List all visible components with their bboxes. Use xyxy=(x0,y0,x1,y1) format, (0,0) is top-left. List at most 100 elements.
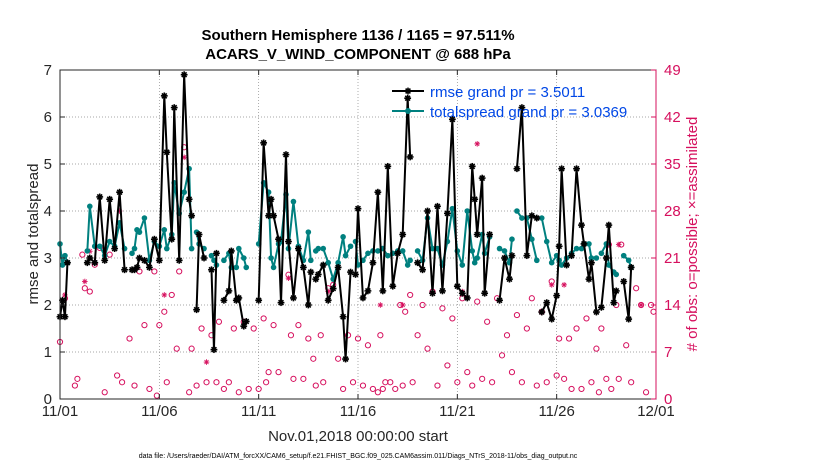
spread-point xyxy=(270,264,277,271)
rmse-point xyxy=(299,264,307,271)
obs-possible-marker xyxy=(235,389,242,396)
rmse-point xyxy=(496,296,503,304)
obs-possible-marker xyxy=(444,362,451,369)
rmse-point xyxy=(354,205,362,213)
rmse-point xyxy=(213,249,220,257)
obs-possible-marker xyxy=(419,301,426,309)
rmse-point xyxy=(175,256,183,264)
rmse-point-stroke xyxy=(486,231,493,238)
rmse-point xyxy=(101,256,109,264)
rmse-point-stroke xyxy=(163,149,170,156)
rmse-point-stroke xyxy=(598,304,605,311)
spread-point xyxy=(365,250,371,257)
spread-point xyxy=(221,257,227,264)
rmse-point-stroke xyxy=(481,290,488,297)
obs-possible-marker xyxy=(126,335,133,342)
obs-possible-marker xyxy=(225,379,232,386)
obs-possible-marker xyxy=(186,389,193,396)
rmse-point-stroke xyxy=(347,269,354,276)
rmse-point-stroke xyxy=(620,278,627,285)
rmse-point-stroke xyxy=(307,269,314,276)
data-file-footer: data file: /Users/raeder/DAI/ATM_forcXX/… xyxy=(139,453,578,460)
obs-assimilated-marker-stroke xyxy=(82,279,88,284)
rmse-point-stroke xyxy=(141,257,148,264)
spread-point xyxy=(429,245,436,252)
y-tick-label-right: 21 xyxy=(664,250,681,267)
rmse-point xyxy=(111,245,119,252)
rmse-point xyxy=(453,282,461,290)
obs-possible-marker xyxy=(173,345,180,352)
rmse-point-stroke xyxy=(553,292,560,299)
obs-possible-marker xyxy=(598,325,605,332)
rmse-point-stroke xyxy=(603,255,610,261)
obs-possible-marker xyxy=(270,322,277,329)
y-tick-label-right: 49 xyxy=(664,62,681,79)
obs-possible-marker xyxy=(193,382,200,389)
rmse-point xyxy=(625,315,633,323)
rmse-point-stroke xyxy=(518,104,525,111)
rmse-point-stroke xyxy=(84,259,91,266)
y-tick-label-left: 0 xyxy=(44,391,52,408)
y-tick-label-right: 14 xyxy=(664,297,681,314)
x-tick-label: 11/16 xyxy=(340,403,376,420)
rmse-point-stroke xyxy=(275,236,282,243)
rmse-point-stroke xyxy=(513,165,520,172)
obs-possible-marker xyxy=(260,315,267,322)
rmse-point-stroke xyxy=(471,196,478,203)
rmse-line-segment xyxy=(132,73,193,271)
spread-point xyxy=(243,264,250,271)
spread-point xyxy=(62,252,68,259)
rmse-point-stroke xyxy=(176,257,183,264)
rmse-point xyxy=(612,287,620,295)
obs-assimilated-marker xyxy=(82,278,88,285)
spread-point xyxy=(625,257,632,264)
rmse-point-stroke xyxy=(295,245,302,252)
rmse-point-stroke xyxy=(407,153,414,160)
rmse-point xyxy=(610,299,618,307)
obs-possible-marker xyxy=(402,308,409,315)
rmse-point-stroke xyxy=(290,294,297,301)
rmse-point-stroke xyxy=(270,212,277,219)
rmse-point-stroke xyxy=(578,222,585,229)
spread-point xyxy=(548,259,555,266)
rmse-point-stroke xyxy=(588,259,595,266)
spread-point xyxy=(385,252,391,259)
rmse-point xyxy=(553,292,561,299)
rmse-point-stroke xyxy=(342,356,349,363)
obs-possible-marker xyxy=(220,385,227,393)
rmse-point xyxy=(406,153,414,161)
spread-point xyxy=(606,262,612,268)
obs-possible-marker xyxy=(275,369,282,376)
obs-possible-marker xyxy=(188,345,195,352)
spread-point xyxy=(347,243,354,250)
obs-possible-marker xyxy=(593,345,600,352)
obs-possible-marker xyxy=(374,389,381,396)
spread-point xyxy=(131,245,138,252)
obs-assimilated-marker xyxy=(377,302,384,308)
obs-possible-marker xyxy=(633,285,640,292)
rmse-point xyxy=(314,271,322,278)
rmse-point xyxy=(573,165,580,173)
rmse-point xyxy=(463,294,471,302)
obs-assimilated-marker-stroke xyxy=(378,302,383,308)
obs-possible-marker xyxy=(498,352,506,359)
spread-point xyxy=(208,252,215,259)
rmse-point-stroke xyxy=(171,104,178,111)
y-tick-label-left: 4 xyxy=(44,203,52,220)
rmse-point-stroke xyxy=(300,264,307,271)
rmse-point-stroke xyxy=(116,189,123,196)
obs-possible-marker xyxy=(523,325,530,332)
rmse-point-stroke xyxy=(625,316,632,323)
rmse-point-stroke xyxy=(501,255,508,261)
rmse-point-stroke xyxy=(220,297,227,304)
rmse-point-stroke xyxy=(563,262,570,269)
rmse-point xyxy=(210,346,218,354)
rmse-point xyxy=(329,285,337,292)
rmse-point-stroke xyxy=(558,165,565,172)
obs-assimilated-marker-stroke xyxy=(638,302,644,308)
rmse-point-stroke xyxy=(91,259,98,266)
rmse-point-stroke xyxy=(168,236,175,243)
legend-rmse-label: rmse grand pr = 3.5011 xyxy=(430,84,585,101)
spread-point xyxy=(141,215,148,221)
spread-point xyxy=(620,252,627,259)
